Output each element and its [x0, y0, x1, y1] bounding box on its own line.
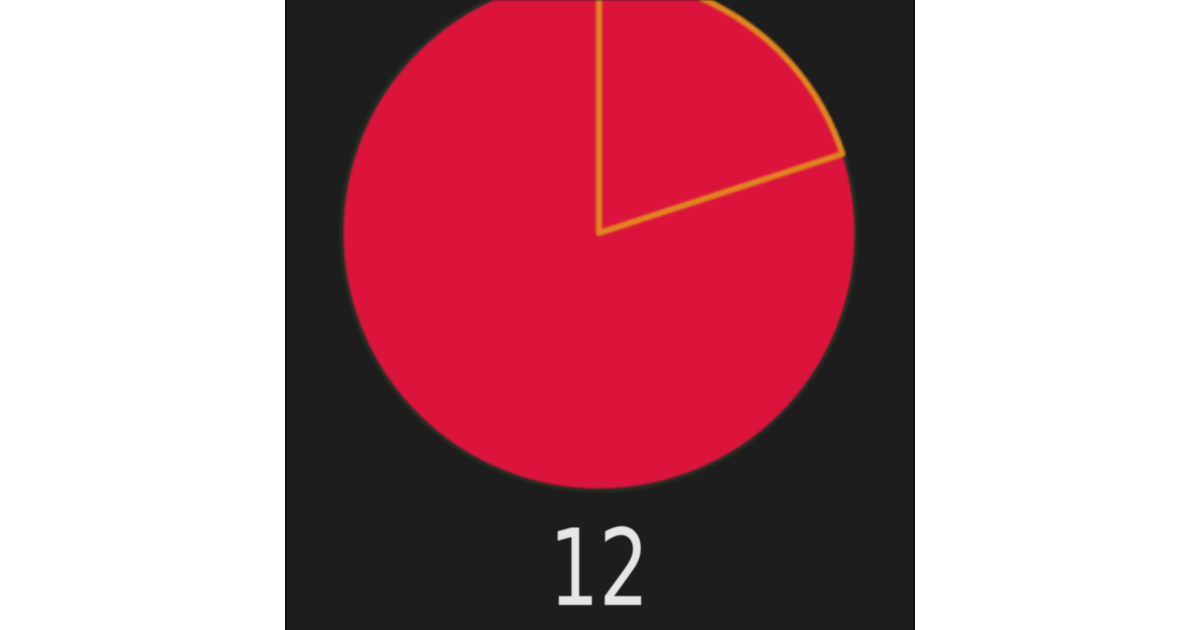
wedge-outline	[596, 0, 846, 236]
timer-card: 12	[285, 0, 915, 630]
timer-value-label: 12	[549, 507, 649, 630]
pie-circle	[343, 0, 855, 489]
pie-chart	[339, 0, 859, 493]
pie-rim-ring	[339, 0, 859, 493]
